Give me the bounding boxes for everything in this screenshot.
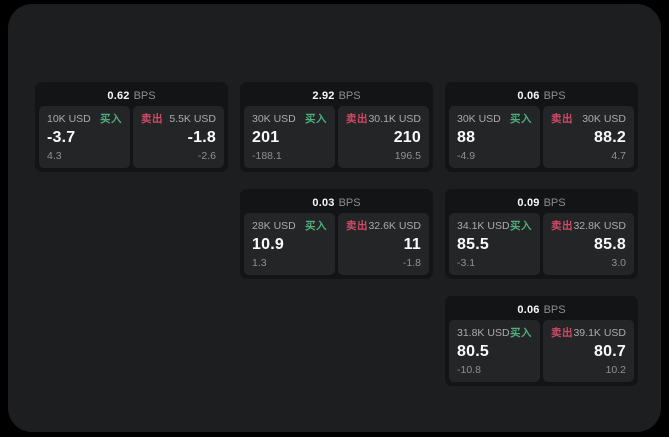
quote-card: 0.62 BPS 10K USD 买入 -3.7 4.3 卖出 5.5K USD <box>35 82 228 172</box>
bps-value: 0.09 <box>517 197 540 209</box>
quote-card-grid: 0.62 BPS 10K USD 买入 -3.7 4.3 卖出 5.5K USD <box>35 82 638 386</box>
buy-amount: 31.8K USD <box>457 327 510 339</box>
buy-panel[interactable]: 30K USD 买入 201 -188.1 <box>244 106 335 168</box>
buy-tag: 买入 <box>305 113 327 125</box>
sell-tag: 卖出 <box>551 327 573 339</box>
sell-tag: 卖出 <box>346 113 368 125</box>
sell-delta: 4.7 <box>611 150 626 162</box>
buy-delta: -10.8 <box>457 364 481 376</box>
sell-amount: 32.6K USD <box>368 220 421 232</box>
sell-tag: 卖出 <box>551 113 573 125</box>
bps-value: 0.03 <box>312 197 335 209</box>
sell-price: 85.8 <box>594 236 626 253</box>
bps-header: 2.92 BPS <box>244 86 429 106</box>
sell-panel[interactable]: 卖出 32.8K USD 85.8 3.0 <box>543 213 634 275</box>
bps-value: 0.06 <box>517 304 540 316</box>
quote-card: 0.03 BPS 28K USD 买入 10.9 1.3 卖出 32.6K US… <box>240 189 433 279</box>
buy-delta: 4.3 <box>47 150 62 162</box>
buy-amount: 10K USD <box>47 113 91 125</box>
sell-panel[interactable]: 卖出 5.5K USD -1.8 -2.6 <box>133 106 224 168</box>
sell-delta: -1.8 <box>402 257 421 269</box>
sell-amount: 30.1K USD <box>368 113 421 125</box>
quote-card: 0.09 BPS 34.1K USD 买入 85.5 -3.1 卖出 32.8K… <box>445 189 638 279</box>
buy-tag: 买入 <box>305 220 327 232</box>
buy-panel[interactable]: 10K USD 买入 -3.7 4.3 <box>39 106 130 168</box>
buy-panel[interactable]: 34.1K USD 买入 85.5 -3.1 <box>449 213 540 275</box>
bps-header: 0.62 BPS <box>39 86 224 106</box>
buy-amount: 34.1K USD <box>457 220 510 232</box>
bps-unit-label: BPS <box>133 90 156 102</box>
buy-panel[interactable]: 31.8K USD 买入 80.5 -10.8 <box>449 320 540 382</box>
sell-amount: 5.5K USD <box>169 113 216 125</box>
quote-card: 0.06 BPS 31.8K USD 买入 80.5 -10.8 卖出 39.1… <box>445 296 638 386</box>
sell-price: 80.7 <box>594 343 626 360</box>
sell-tag: 卖出 <box>551 220 573 232</box>
bps-header: 0.06 BPS <box>449 300 634 320</box>
buy-delta: 1.3 <box>252 257 267 269</box>
buy-price: 85.5 <box>457 236 489 253</box>
sell-delta: 196.5 <box>394 150 421 162</box>
buy-tag: 买入 <box>510 220 532 232</box>
bps-unit-label: BPS <box>543 304 566 316</box>
bps-value: 0.06 <box>517 90 540 102</box>
bps-header: 0.03 BPS <box>244 193 429 213</box>
buy-panel[interactable]: 30K USD 买入 88 -4.9 <box>449 106 540 168</box>
sell-tag: 卖出 <box>141 113 163 125</box>
sell-panel[interactable]: 卖出 39.1K USD 80.7 10.2 <box>543 320 634 382</box>
sell-price: 11 <box>403 236 421 253</box>
buy-tag: 买入 <box>510 113 532 125</box>
sell-panel[interactable]: 卖出 30K USD 88.2 4.7 <box>543 106 634 168</box>
buy-tag: 买入 <box>100 113 122 125</box>
bps-header: 0.06 BPS <box>449 86 634 106</box>
sell-panel[interactable]: 卖出 32.6K USD 11 -1.8 <box>338 213 429 275</box>
buy-price: 88 <box>457 129 476 146</box>
buy-delta: -3.1 <box>457 257 476 269</box>
bps-value: 2.92 <box>312 90 335 102</box>
buy-price: 201 <box>252 129 280 146</box>
buy-panel[interactable]: 28K USD 买入 10.9 1.3 <box>244 213 335 275</box>
sell-panel[interactable]: 卖出 30.1K USD 210 196.5 <box>338 106 429 168</box>
buy-amount: 30K USD <box>457 113 501 125</box>
sell-delta: 10.2 <box>605 364 626 376</box>
sell-tag: 卖出 <box>346 220 368 232</box>
sell-delta: 3.0 <box>611 257 626 269</box>
bps-unit-label: BPS <box>543 90 566 102</box>
quote-card: 2.92 BPS 30K USD 买入 201 -188.1 卖出 30.1K … <box>240 82 433 172</box>
bps-unit-label: BPS <box>338 197 361 209</box>
bps-value: 0.62 <box>107 90 130 102</box>
sell-amount: 32.8K USD <box>573 220 626 232</box>
buy-delta: -188.1 <box>252 150 282 162</box>
sell-amount: 30K USD <box>582 113 626 125</box>
buy-amount: 28K USD <box>252 220 296 232</box>
sell-price: -1.8 <box>187 129 216 146</box>
buy-tag: 买入 <box>510 327 532 339</box>
buy-price: 80.5 <box>457 343 489 360</box>
sell-delta: -2.6 <box>197 150 216 162</box>
buy-price: 10.9 <box>252 236 284 253</box>
buy-amount: 30K USD <box>252 113 296 125</box>
quote-card: 0.06 BPS 30K USD 买入 88 -4.9 卖出 30K USD <box>445 82 638 172</box>
sell-price: 210 <box>393 129 421 146</box>
bps-header: 0.09 BPS <box>449 193 634 213</box>
buy-price: -3.7 <box>47 129 76 146</box>
sell-amount: 39.1K USD <box>573 327 626 339</box>
app-window: 0.62 BPS 10K USD 买入 -3.7 4.3 卖出 5.5K USD <box>8 4 661 432</box>
bps-unit-label: BPS <box>338 90 361 102</box>
buy-delta: -4.9 <box>457 150 476 162</box>
bps-unit-label: BPS <box>543 197 566 209</box>
sell-price: 88.2 <box>594 129 626 146</box>
